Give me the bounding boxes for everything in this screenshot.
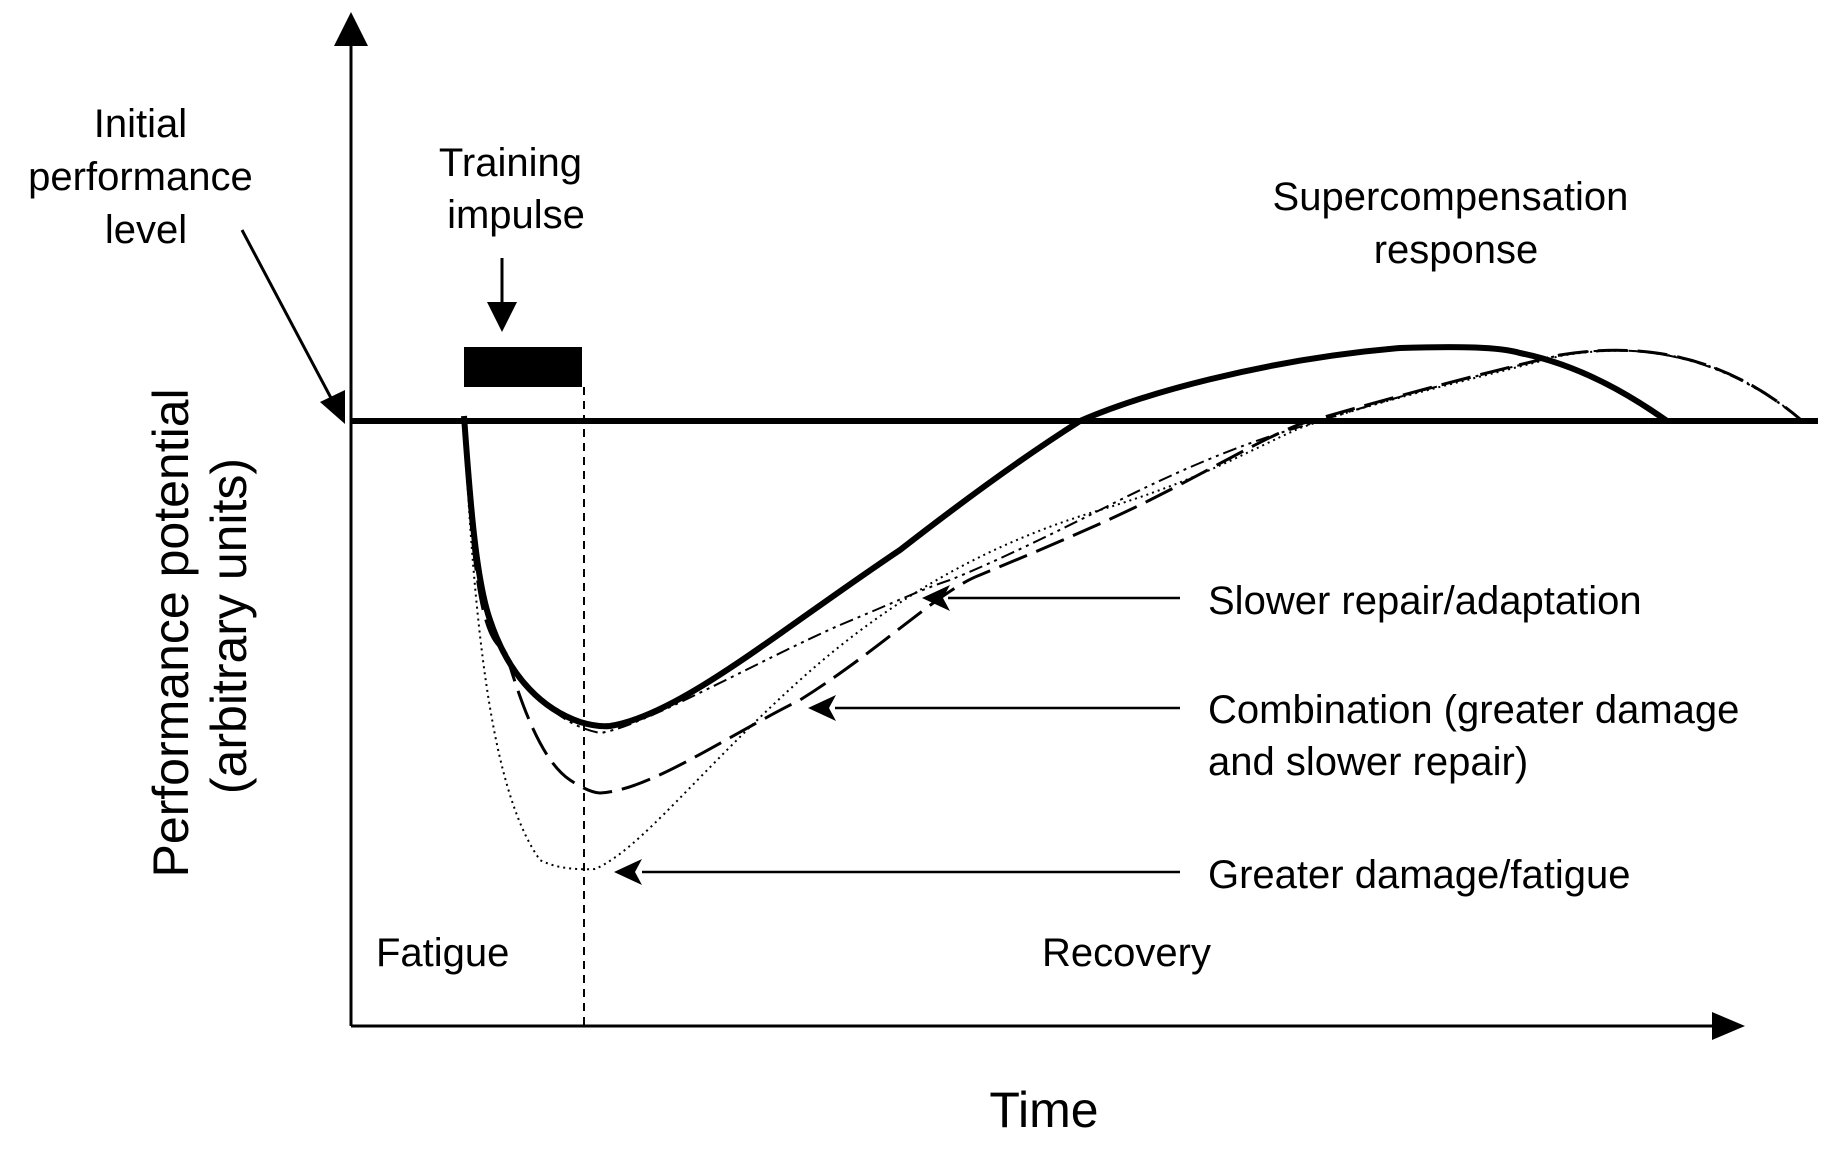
y-axis-title: Performance potential (arbitrary units) [143, 374, 257, 877]
fatigue-phase-label: Fatigue [376, 931, 509, 975]
training-impulse-arrowhead [487, 302, 517, 332]
slower-repair-curve [463, 349, 1801, 735]
training-impulse-bar [464, 347, 582, 387]
combination-label: Combination (greater damage and slower r… [1208, 688, 1751, 784]
x-axis-title: Time [989, 1082, 1098, 1138]
initial-level-arrowhead [320, 390, 345, 424]
combination-curve [462, 348, 1801, 795]
y-axis-arrowhead [334, 12, 368, 46]
axes [334, 12, 1745, 1040]
supercompensation-label: Supercompensation response [1273, 175, 1640, 272]
combination-pointer-head [808, 695, 836, 721]
slower-repair-pointer-head [922, 585, 950, 611]
slower-repair-label: Slower repair/adaptation [1208, 579, 1642, 623]
initial-level-label: Initial performance level [28, 102, 264, 252]
greater-damage-pointer-head [614, 859, 642, 885]
training-impulse-label: Training impulse [439, 141, 593, 237]
initial-level-arrow [240, 229, 333, 399]
greater-damage-label: Greater damage/fatigue [1208, 853, 1630, 897]
x-axis-arrowhead [1712, 1012, 1745, 1040]
recovery-phase-label: Recovery [1042, 931, 1211, 975]
main-response-curve [461, 344, 1669, 730]
